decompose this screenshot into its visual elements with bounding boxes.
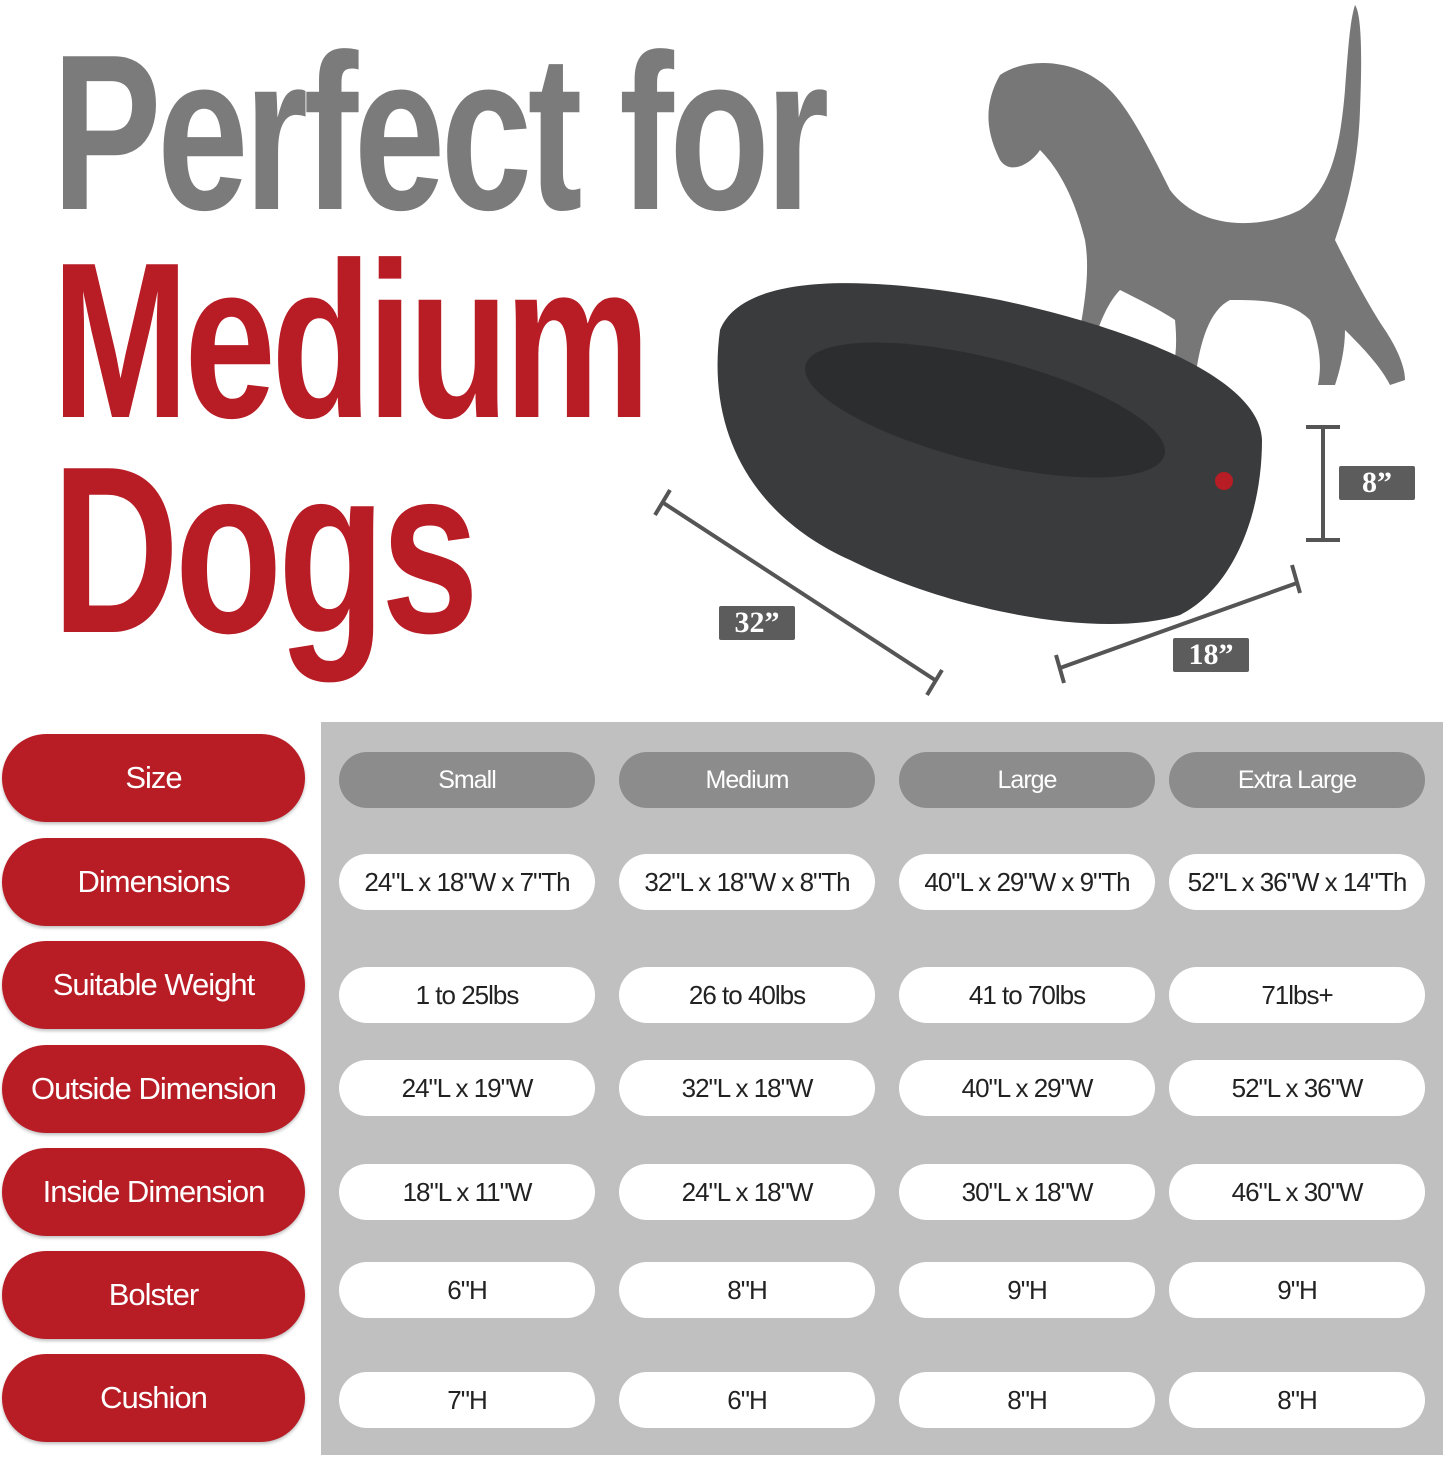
table-cell: 9"H [1169, 1262, 1425, 1318]
dog-bed-image [717, 283, 1262, 624]
column-header: Small [339, 752, 595, 808]
row-label: Suitable Weight [2, 941, 305, 1029]
table-cell: 46"L x 30"W [1169, 1164, 1425, 1220]
table-cell: 6"H [619, 1372, 875, 1428]
row-label: Outside Dimension [2, 1045, 305, 1133]
table-cell: 24"L x 18"W [619, 1164, 875, 1220]
table-cell: 7"H [339, 1372, 595, 1428]
table-cell: 9"H [899, 1262, 1155, 1318]
table-cell: 8"H [1169, 1372, 1425, 1428]
table-cell: 71lbs+ [1169, 967, 1425, 1023]
headline-perfect-for: Perfect for [52, 9, 829, 257]
height-tag: 8” [1339, 466, 1415, 500]
table-cell: 40"L x 29"W x 9"Th [899, 854, 1155, 910]
table-cell: 1 to 25lbs [339, 967, 595, 1023]
row-label: Inside Dimension [2, 1148, 305, 1236]
table-cell: 52"L x 36"W x 14"Th [1169, 854, 1425, 910]
row-label: Cushion [2, 1354, 305, 1442]
measurement-lines [653, 425, 1340, 697]
dog-silhouette-icon [988, 5, 1405, 395]
table-cell: 52"L x 36"W [1169, 1060, 1425, 1116]
column-header: Large [899, 752, 1155, 808]
table-cell: 40"L x 29"W [899, 1060, 1155, 1116]
table-cell: 18"L x 11"W [339, 1164, 595, 1220]
width-tag: 18” [1173, 638, 1249, 672]
table-cell: 8"H [899, 1372, 1155, 1428]
table-cell: 24"L x 19"W [339, 1060, 595, 1116]
table-cell: 32"L x 18"W x 8"Th [619, 854, 875, 910]
row-label: Size [2, 734, 305, 822]
column-header: Extra Large [1169, 752, 1425, 808]
row-label: Bolster [2, 1251, 305, 1339]
row-label: Dimensions [2, 838, 305, 926]
table-cell: 8"H [619, 1262, 875, 1318]
table-cell: 6"H [339, 1262, 595, 1318]
brand-badge-icon [1215, 472, 1233, 490]
table-cell: 26 to 40lbs [619, 967, 875, 1023]
product-illustration [653, 5, 1405, 697]
table-cell: 24"L x 18"W x 7"Th [339, 854, 595, 910]
column-header: Medium [619, 752, 875, 808]
headline-dogs: Dogs [52, 418, 479, 683]
headline-medium: Medium [52, 217, 650, 465]
table-cell: 30"L x 18"W [899, 1164, 1155, 1220]
table-cell: 41 to 70lbs [899, 967, 1155, 1023]
table-cell: 32"L x 18"W [619, 1060, 875, 1116]
length-tag: 32” [719, 606, 795, 640]
